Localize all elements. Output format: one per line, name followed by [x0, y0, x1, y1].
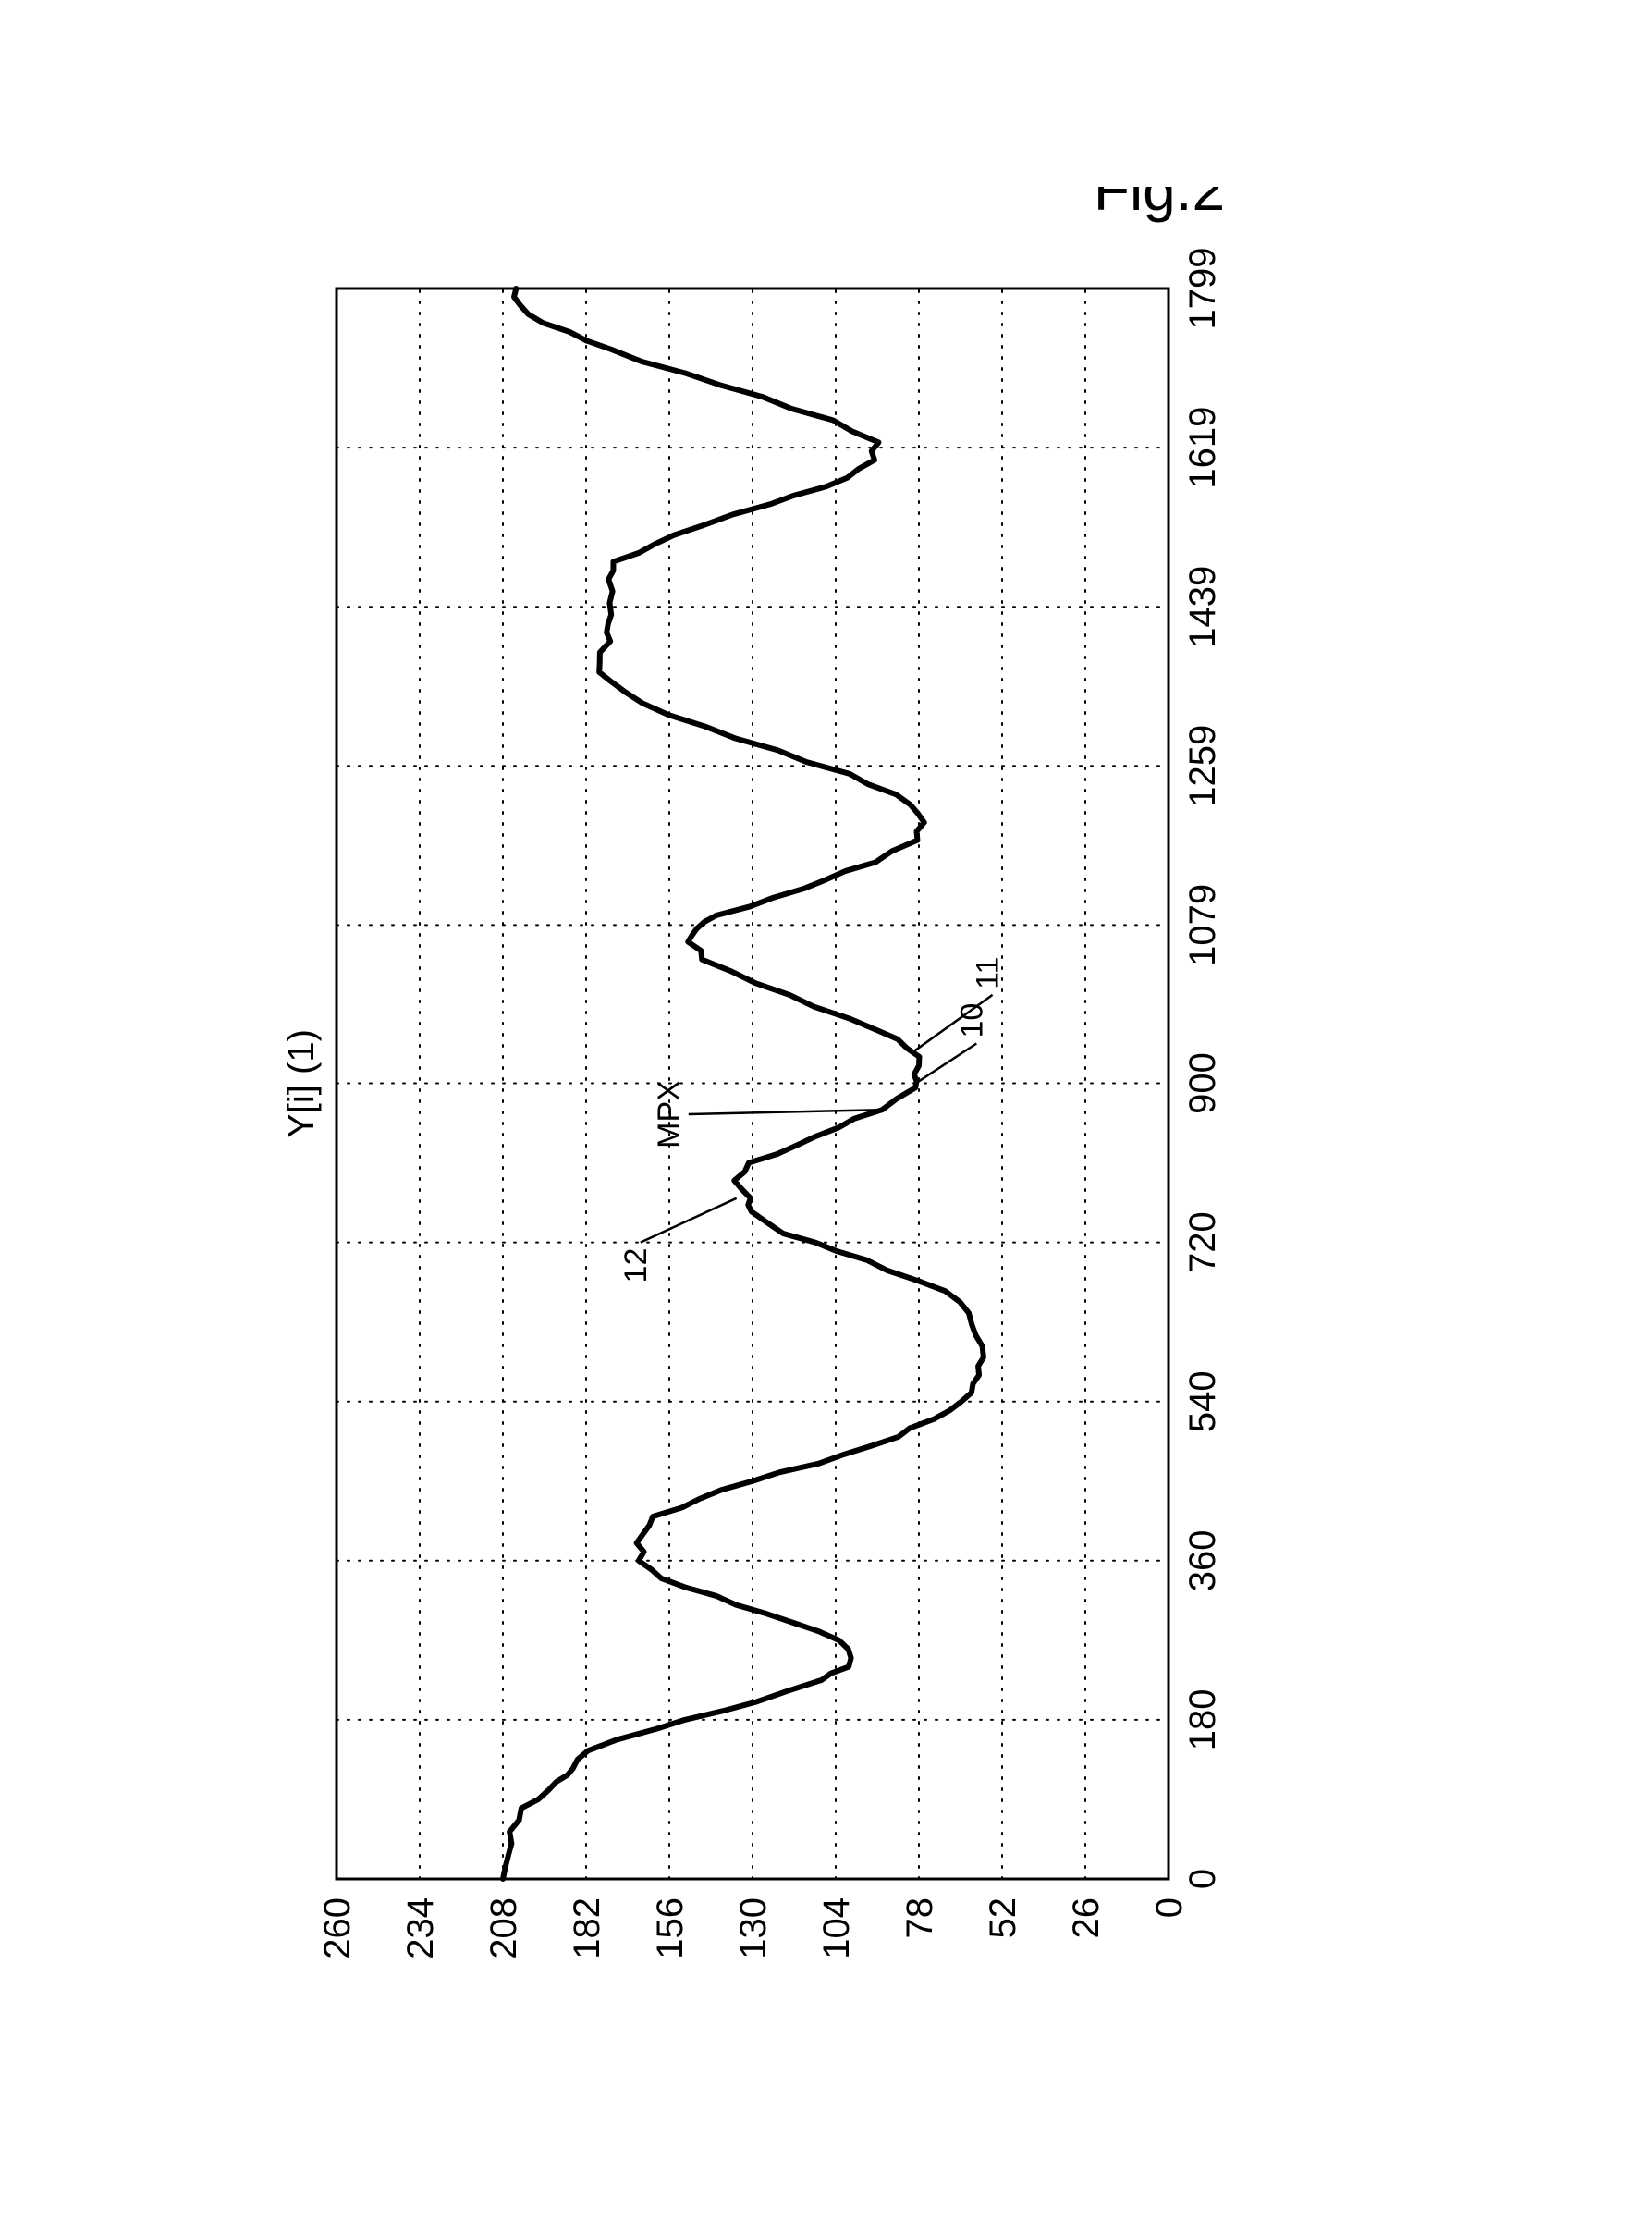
- line-chart: 0 180 360 540 720 900 1079 1259 1439 1619 1799 0 26 5…: [263, 187, 1390, 2036]
- x-tick-label: 1079: [1182, 883, 1223, 965]
- label-mpx: MPX: [651, 1080, 686, 1148]
- y-tick-label: 182: [567, 1897, 607, 1959]
- label-11: 11: [970, 956, 1005, 988]
- y-tick-label: 78: [899, 1897, 940, 1939]
- x-tick-label: 180: [1182, 1688, 1223, 1750]
- y-tick-label: 208: [483, 1897, 524, 1959]
- y-tick-label: 0: [1149, 1897, 1190, 1918]
- y-tick-label: 104: [816, 1897, 857, 1959]
- figure-caption: Fig.2: [1093, 187, 1224, 223]
- y-tick-label: 234: [400, 1897, 441, 1959]
- y-tick-label: 130: [733, 1897, 774, 1959]
- y-tick-label: 52: [983, 1897, 1023, 1939]
- x-tick-label: 1619: [1182, 406, 1223, 488]
- x-tick-label: 1259: [1182, 724, 1223, 806]
- rotated-chart-container: 0 180 360 540 720 900 1079 1259 1439 1619 1799 0 26 5…: [263, 187, 1390, 2036]
- x-tick-label: 360: [1182, 1529, 1223, 1591]
- y-tick-label: 26: [1066, 1897, 1107, 1939]
- page: 0 180 360 540 720 900 1079 1259 1439 1619 1799 0 26 5…: [0, 0, 1652, 2222]
- x-tick-label: 1799: [1182, 247, 1223, 329]
- y-tick-label: 156: [650, 1897, 691, 1959]
- x-tick-label: 0: [1182, 1868, 1223, 1888]
- x-tick-label: 900: [1182, 1052, 1223, 1114]
- x-tick-label: 1439: [1182, 565, 1223, 647]
- x-tick-label: 720: [1182, 1211, 1223, 1273]
- chart-title: Y[i] (1): [281, 1029, 322, 1138]
- y-tick-label: 260: [317, 1897, 358, 1959]
- label-12: 12: [618, 1247, 653, 1283]
- x-tick-label: 540: [1182, 1370, 1223, 1432]
